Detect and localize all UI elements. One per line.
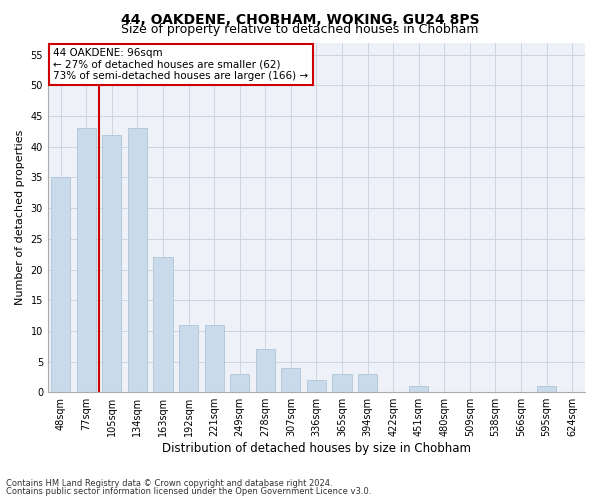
Bar [281,368,301,392]
Bar [128,128,147,392]
Bar [102,134,121,392]
Bar [307,380,326,392]
Bar [77,128,96,392]
Bar [154,257,173,392]
Text: 44 OAKDENE: 96sqm
← 27% of detached houses are smaller (62)
73% of semi-detached: 44 OAKDENE: 96sqm ← 27% of detached hous… [53,48,308,81]
Text: Contains public sector information licensed under the Open Government Licence v3: Contains public sector information licen… [6,487,371,496]
Bar [179,324,198,392]
Text: Contains HM Land Registry data © Crown copyright and database right 2024.: Contains HM Land Registry data © Crown c… [6,478,332,488]
Bar [537,386,556,392]
Bar [230,374,250,392]
Bar [332,374,352,392]
Bar [409,386,428,392]
Bar [256,350,275,392]
Text: 44, OAKDENE, CHOBHAM, WOKING, GU24 8PS: 44, OAKDENE, CHOBHAM, WOKING, GU24 8PS [121,12,479,26]
Text: Size of property relative to detached houses in Chobham: Size of property relative to detached ho… [121,22,479,36]
Bar [51,178,70,392]
Bar [205,324,224,392]
Bar [358,374,377,392]
Y-axis label: Number of detached properties: Number of detached properties [15,130,25,305]
X-axis label: Distribution of detached houses by size in Chobham: Distribution of detached houses by size … [162,442,471,455]
